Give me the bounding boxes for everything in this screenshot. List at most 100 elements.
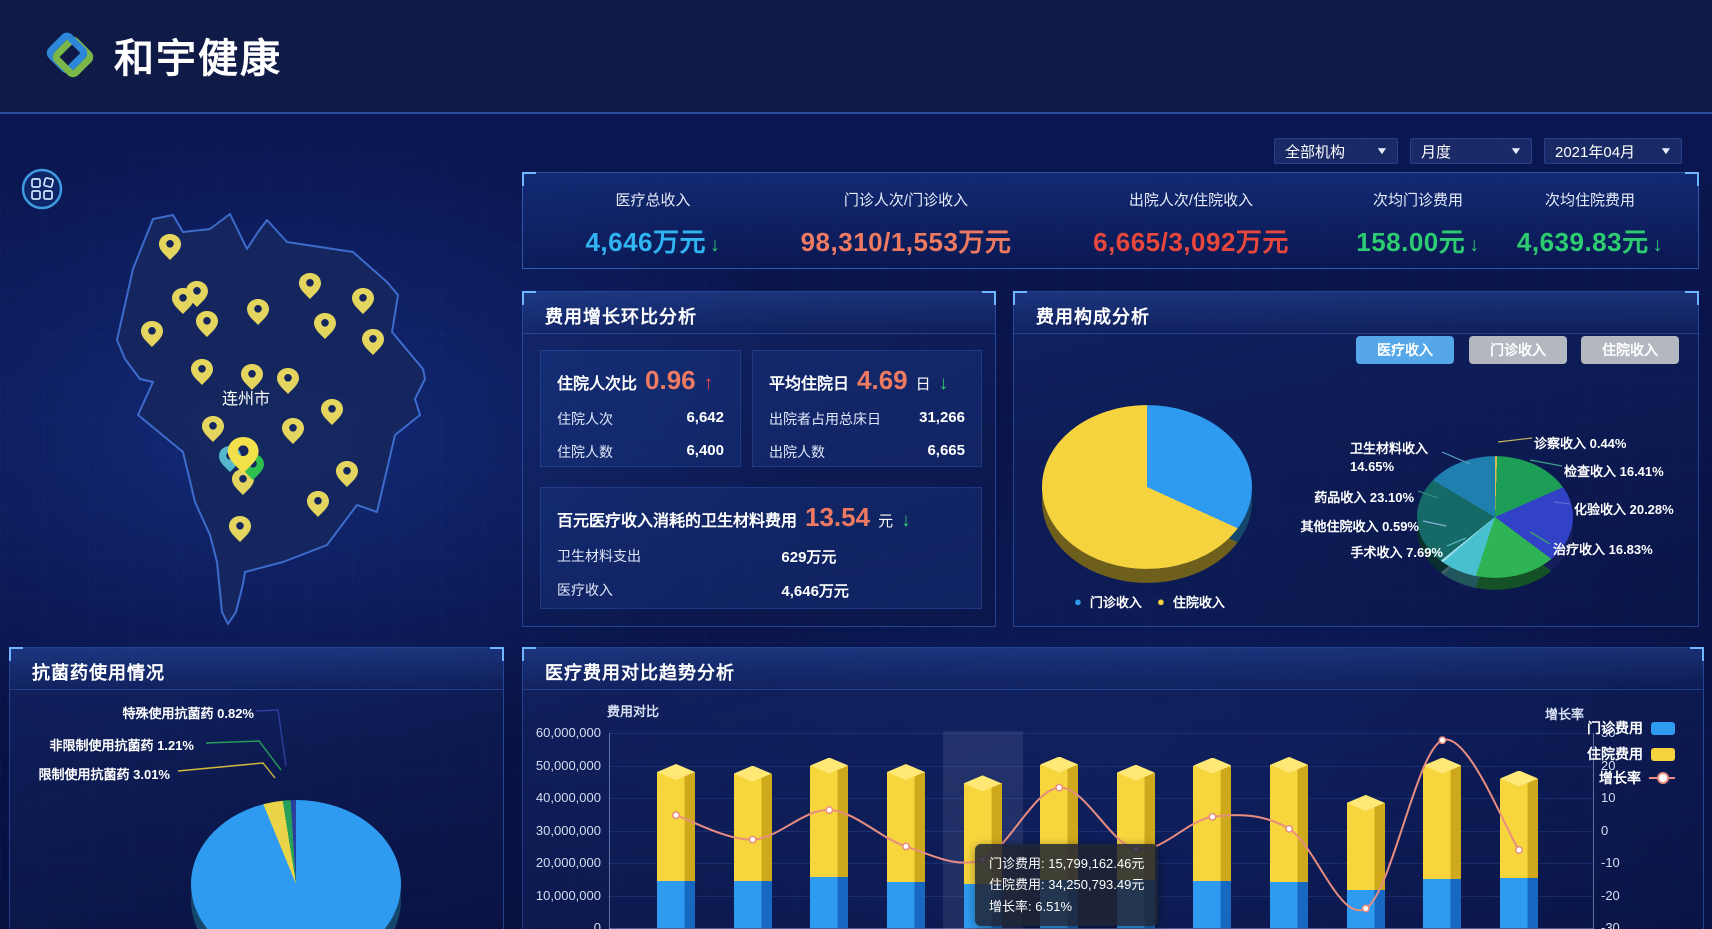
composition-panel-title: 费用构成分析: [1036, 307, 1150, 327]
row-label: 医疗收入: [557, 582, 613, 598]
main-pie-legend-outpatient[interactable]: ● 门诊收入: [1074, 592, 1142, 611]
bar-column-0[interactable]: [657, 764, 695, 928]
row-label: 住院人数: [557, 444, 613, 460]
inpatient-cost-segment: [810, 765, 849, 877]
app-header: 和宇健康: [0, 0, 1712, 112]
inpatient-ratio-card: 住院人次比 0.96 ↑ 住院人次 6,642 住院人数 6,400: [540, 350, 741, 467]
trend-panel-title: 医疗费用对比趋势分析: [545, 663, 735, 683]
card-value: 4.69: [857, 365, 908, 395]
antibiotic-usage-panel: 抗菌药使用情况 特殊使用抗菌药 0.82% 非限制使用抗菌药 1.21% 限制使…: [9, 647, 504, 929]
left-axis-title: 费用对比: [607, 704, 660, 719]
inpatient-cost-segment: [1193, 765, 1232, 881]
left-axis-tick: 40,000,000: [535, 790, 601, 805]
bar-column-11[interactable]: [1500, 770, 1539, 929]
material-cost-card: 百元医疗收入消耗的卫生材料费用 13.54 元 ↓ 卫生材料支出 629万元 医疗…: [540, 487, 982, 609]
pie-label-material: 卫生材料收入 14.65%: [1350, 441, 1429, 474]
brand-logo-icon: [46, 32, 94, 78]
inpatient-income-tab[interactable]: 住院收入: [1581, 336, 1679, 364]
axis-line: [609, 733, 610, 929]
card-unit: 元: [878, 513, 894, 530]
gridline: [609, 733, 1593, 734]
map-city-label: 连州市: [222, 390, 270, 408]
pie-label-unrestricted-antibiotic: 非限制使用抗菌药 1.21%: [49, 738, 194, 753]
kpi-2: 出院人次/住院收入 6,665/3,092万元: [1066, 189, 1316, 259]
inpatient-cost-segment: [886, 772, 925, 882]
kpi-0: 医疗总收入 4,646万元 ↓: [528, 189, 778, 259]
region-map: 连州市: [116, 213, 426, 625]
left-axis-tick: 50,000,000: [535, 757, 601, 773]
legend-swatch-yellow: [1651, 747, 1675, 761]
right-axis-tick: 10: [1601, 790, 1616, 805]
income-detail-pie[interactable]: [1417, 456, 1573, 578]
row-value: 629万元: [781, 549, 837, 566]
outpatient-cost-segment: [1346, 889, 1385, 928]
legend-outpatient-cost[interactable]: 门诊费用: [1587, 718, 1675, 738]
outpatient-cost-segment: [886, 881, 925, 928]
app-title: 和宇健康: [114, 37, 282, 81]
map-region-shape: [116, 213, 426, 625]
left-axis-tick: 0: [593, 920, 601, 929]
chevron-down-icon: ▼: [1375, 145, 1389, 157]
kpi-4: 次均住院费用 4,639.83元 ↓: [1485, 189, 1695, 259]
period-type-dropdown-value: 月度: [1421, 143, 1452, 161]
inpatient-cost-segment: [733, 773, 772, 881]
kpi-value: 4,639.83元 ↓: [1516, 227, 1664, 257]
right-axis-tick: -30: [1601, 920, 1620, 929]
card-value: 13.54: [805, 502, 871, 532]
grid-menu-icon[interactable]: [20, 167, 64, 216]
period-type-dropdown[interactable]: 月度 ▼: [1410, 138, 1532, 164]
cost-trend-panel: 医疗费用对比趋势分析 费用对比 增长率 60,000,000 30 50,000,0…: [522, 647, 1704, 929]
inpatient-cost-segment: [1500, 778, 1539, 879]
down-arrow-icon: ↓: [938, 373, 949, 394]
chevron-down-icon: ▼: [1509, 145, 1523, 157]
right-axis-tick: 20: [1601, 757, 1616, 773]
bar-column-9[interactable]: [1346, 794, 1385, 928]
kpi-banner: 医疗总收入 4,646万元 ↓ 门诊人次/门诊收入 98,310/1,553万元 出院人次…: [522, 172, 1699, 269]
medical-income-tab[interactable]: 医疗收入: [1356, 336, 1454, 364]
bar-column-3[interactable]: [886, 764, 925, 928]
row-label: 出院人数: [769, 444, 825, 460]
outpatient-income-tab[interactable]: 门诊收入: [1469, 336, 1567, 364]
institution-dropdown[interactable]: 全部机构 ▼: [1274, 138, 1398, 164]
card-value: 0.96: [645, 365, 696, 395]
legend-label: 门诊收入: [1089, 595, 1142, 610]
legend-swatch-blue: [1651, 721, 1675, 735]
outpatient-cost-segment: [1193, 880, 1232, 928]
main-pie-legend-inpatient[interactable]: ● 住院收入: [1157, 592, 1225, 611]
card-headline: 百元医疗收入消耗的卫生材料费用: [557, 513, 798, 530]
row-label: 住院人次: [557, 411, 613, 427]
legend-growth-rate[interactable]: 增长率: [1599, 768, 1675, 788]
panel-head: [523, 648, 1703, 690]
panel-head: [10, 648, 503, 690]
bar-column-2[interactable]: [810, 757, 849, 929]
bar-column-8[interactable]: [1270, 756, 1309, 928]
period-dropdown[interactable]: 2021年04月 ▼: [1544, 138, 1682, 164]
outpatient-cost-segment: [810, 876, 849, 928]
growth-panel-title: 费用增长环比分析: [545, 307, 697, 327]
right-axis-tick: 30: [1601, 725, 1616, 740]
bar-column-10[interactable]: [1423, 757, 1462, 929]
down-arrow-icon: ↓: [901, 510, 911, 531]
bar-column-1[interactable]: [733, 765, 772, 928]
antibiotic-panel-title: 抗菌药使用情况: [32, 663, 165, 683]
row-label: 出院者占用总床日: [769, 411, 881, 427]
up-arrow-icon: ↑: [703, 373, 714, 394]
kpi-label: 次均门诊费用: [1372, 192, 1463, 209]
institution-dropdown-value: 全部机构: [1285, 143, 1346, 161]
legend-label: 门诊费用: [1587, 720, 1643, 736]
pie-label-lab: 化验收入 20.28%: [1574, 502, 1674, 517]
inpatient-cost-segment: [1346, 802, 1385, 890]
legend-label: 住院费用: [1587, 746, 1643, 762]
kpi-value: 98,310/1,553万元: [800, 227, 1012, 257]
antibiotic-pie[interactable]: [191, 800, 401, 929]
pie-label-surgery: 手术收入 7.69%: [1350, 545, 1443, 560]
legend-dot-icon: ●: [1074, 594, 1082, 609]
pie-label-other-inpatient: 其他住院收入 0.59%: [1300, 519, 1419, 534]
down-arrow-icon: ↓: [1469, 234, 1480, 256]
income-split-pie[interactable]: [1042, 405, 1252, 569]
left-axis-tick: 10,000,000: [535, 887, 601, 903]
brand-logo: 和宇健康: [40, 26, 282, 84]
bar-column-7[interactable]: [1193, 757, 1232, 928]
legend-inpatient-cost[interactable]: 住院费用: [1587, 744, 1675, 764]
